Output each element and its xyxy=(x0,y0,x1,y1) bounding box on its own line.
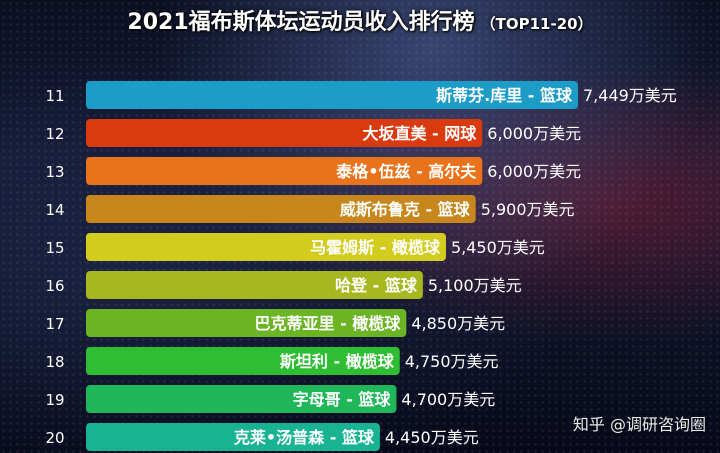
rank-label: 20 xyxy=(45,429,64,447)
rank-label: 19 xyxy=(45,391,64,409)
value-label: 5,450万美元 xyxy=(451,238,545,257)
rank-label: 17 xyxy=(45,315,64,333)
rank-label: 18 xyxy=(45,353,64,371)
chart-subtitle: （TOP11-20） xyxy=(480,15,593,33)
bar xyxy=(86,347,400,375)
bar-label: 大坂直美 - 网球 xyxy=(362,124,477,143)
bar-label: 克莱•汤普森 - 篮球 xyxy=(234,428,375,447)
rank-label: 11 xyxy=(45,87,64,105)
page-title: 2021福布斯体坛运动员收入排行榜 （TOP11-20） xyxy=(0,4,720,36)
value-label: 4,850万美元 xyxy=(411,314,505,333)
bar-label: 字母哥 - 篮球 xyxy=(293,390,392,409)
bar xyxy=(86,233,446,261)
bar-label: 巴克蒂亚里 - 橄榄球 xyxy=(255,314,402,333)
rank-label: 14 xyxy=(45,201,64,219)
bar xyxy=(86,81,578,109)
bar xyxy=(86,195,476,223)
rank-label: 12 xyxy=(45,125,64,143)
value-label: 4,450万美元 xyxy=(385,428,479,447)
value-label: 4,750万美元 xyxy=(405,352,499,371)
rank-label: 16 xyxy=(45,277,64,295)
bar-label: 威斯布鲁克 - 篮球 xyxy=(340,200,471,219)
bar xyxy=(86,119,483,147)
value-label: 4,700万美元 xyxy=(401,390,495,409)
chart-title: 2021福布斯体坛运动员收入排行榜 xyxy=(127,10,475,35)
bar xyxy=(86,385,397,413)
value-label: 5,100万美元 xyxy=(428,276,522,295)
value-label: 6,000万美元 xyxy=(487,124,581,143)
value-label: 7,449万美元 xyxy=(583,86,677,105)
bar-label: 哈登 - 篮球 xyxy=(335,276,418,295)
bar xyxy=(86,271,423,299)
value-label: 6,000万美元 xyxy=(487,162,581,181)
bar-label: 斯蒂芬.库里 - 篮球 xyxy=(436,86,573,105)
bar xyxy=(86,309,407,337)
rank-label: 15 xyxy=(45,239,64,257)
bar xyxy=(86,423,380,451)
watermark: 知乎 @调研咨询圈 xyxy=(572,415,706,434)
bar-label: 斯坦利 - 橄榄球 xyxy=(280,352,395,371)
bar-label: 马霍姆斯 - 橄榄球 xyxy=(310,238,441,257)
bar-label: 泰格•伍兹 - 高尔夫 xyxy=(335,162,477,181)
rank-label: 13 xyxy=(45,163,64,181)
bar xyxy=(86,157,483,185)
value-label: 5,900万美元 xyxy=(481,200,575,219)
